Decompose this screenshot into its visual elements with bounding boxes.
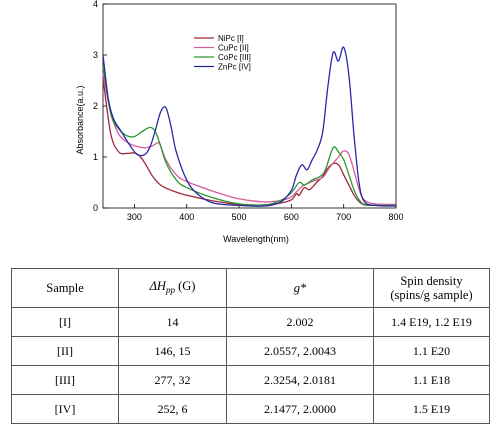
legend: NiPc [I]CuPc [II]CoPc [III]ZnPc [IV]: [194, 34, 251, 72]
cell-g: 2.3254, 2.0181: [226, 365, 374, 395]
y-tick-label: 4: [93, 0, 98, 9]
y-axis-label: Absorbance(a.u.): [75, 85, 85, 154]
header-dhpp-subscript: pp: [165, 285, 175, 295]
header-spin: Spin density (spins/g sample): [373, 268, 490, 308]
series-lines: [102, 46, 397, 207]
x-tick-label: 300: [127, 212, 142, 222]
cell-spin: 1.1 E18: [373, 365, 490, 395]
table-header-row: Sample ΔHpp (G) g* Spin density (spins/g …: [11, 268, 490, 308]
x-axis-ticks: 300 400 500 600 700 800: [127, 204, 404, 222]
series-line-1: [102, 77, 397, 207]
cell-sample: [IV]: [11, 394, 119, 424]
cell-dhpp: 146, 15: [118, 336, 227, 366]
cell-dhpp: 277, 32: [118, 365, 227, 395]
x-tick-label: 700: [336, 212, 351, 222]
cell-spin: 1.1 E20: [373, 336, 490, 366]
cell-g: 2.0557, 2.0043: [226, 336, 374, 366]
y-tick-label: 0: [93, 203, 98, 213]
header-spin-line1: Spin density: [400, 274, 463, 288]
series-line-4: [102, 46, 397, 207]
header-dhpp: ΔHpp (G): [118, 268, 227, 308]
y-axis-ticks: 0 1 2 3 4: [93, 0, 107, 213]
y-tick-label: 2: [93, 101, 98, 111]
legend-label: NiPc [I]: [218, 34, 244, 43]
cell-dhpp: 14: [118, 307, 227, 337]
cell-dhpp: 252, 6: [118, 394, 227, 424]
table-row: [II] 146, 15 2.0557, 2.0043 1.1 E20: [11, 336, 490, 366]
x-tick-label: 600: [284, 212, 299, 222]
legend-label: CuPc [II]: [218, 44, 249, 53]
absorbance-chart: 0 1 2 3 4 300 400 500 600 700 800 NiPc [I]CuPc [I…: [75, 0, 404, 244]
table-row: [III] 277, 32 2.3254, 2.0181 1.1 E18: [11, 365, 490, 395]
x-tick-label: 800: [388, 212, 403, 222]
header-g: g*: [226, 268, 374, 308]
x-axis-label: Wavelength(nm): [223, 234, 289, 244]
header-dhpp-unit: (G): [174, 279, 196, 293]
cell-g: 2.002: [226, 307, 374, 337]
series-line-2: [102, 72, 397, 206]
series-line-3: [102, 65, 397, 207]
table-row: [IV] 252, 6 2.1477, 2.0000 1.5 E19: [11, 394, 490, 424]
legend-label: CoPc [III]: [218, 53, 251, 62]
header-spin-line2: (spins/g sample): [390, 288, 473, 302]
cell-g: 2.1477, 2.0000: [226, 394, 374, 424]
cell-spin: 1.5 E19: [373, 394, 490, 424]
x-tick-label: 500: [232, 212, 247, 222]
properties-table: Sample ΔHpp (G) g* Spin density (spins/g …: [11, 268, 490, 424]
cell-sample: [III]: [11, 365, 119, 395]
x-tick-label: 400: [179, 212, 194, 222]
cell-sample: [I]: [11, 307, 119, 337]
legend-label: ZnPc [IV]: [218, 63, 251, 72]
y-tick-label: 3: [93, 50, 98, 60]
table-row: [I] 14 2.002 1.4 E19, 1.2 E19: [11, 307, 490, 337]
header-dhpp-symbol: ΔH: [149, 279, 166, 293]
header-sample: Sample: [11, 268, 119, 308]
y-tick-label: 1: [93, 152, 98, 162]
cell-sample: [II]: [11, 336, 119, 366]
cell-spin: 1.4 E19, 1.2 E19: [373, 307, 490, 337]
